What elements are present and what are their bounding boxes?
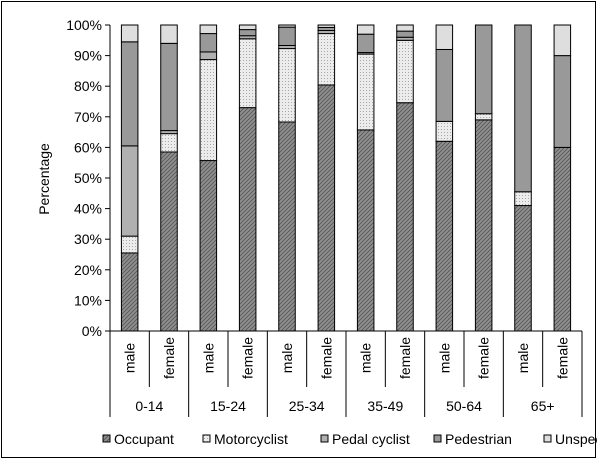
- bar-label: female: [554, 337, 570, 379]
- legend-swatch: [102, 434, 111, 443]
- legend-label: Pedestrian: [445, 431, 512, 447]
- bar-segment-pedestrian: [514, 24, 532, 193]
- bar-segment-motorcyclist: [278, 48, 296, 123]
- y-tick-label: 70%: [74, 109, 102, 125]
- bar-segment-unspecified: [435, 24, 454, 50]
- bar-segment-motorcyclist: [238, 38, 257, 109]
- bar-segment-pedestrian: [160, 42, 178, 132]
- bar-segment-occupant: [396, 102, 414, 332]
- bar-segment-pedestrian: [396, 30, 414, 38]
- bar-segment-pedal-cyclist: [199, 51, 218, 61]
- legend-swatch: [202, 434, 211, 443]
- bar-segment-unspecified: [356, 24, 375, 35]
- legend-swatch: [320, 434, 329, 443]
- group-label: 65+: [531, 398, 555, 414]
- legend-label: Pedal cyclist: [332, 431, 410, 447]
- bar-label: female: [318, 337, 334, 379]
- bar-segment-pedestrian: [120, 41, 139, 147]
- legend-label: Unspecified: [555, 431, 597, 447]
- bar-segment-pedestrian: [474, 24, 493, 115]
- bar-segment-occupant: [120, 252, 139, 332]
- y-tick-label: 30%: [74, 231, 102, 247]
- bar-label: male: [436, 343, 452, 374]
- bar-segment-occupant: [553, 146, 572, 332]
- bar-segment-motorcyclist: [120, 235, 139, 254]
- y-tick-label: 10%: [74, 292, 102, 308]
- y-axis-label: Percentage: [36, 143, 52, 215]
- bar-label: male: [122, 343, 138, 374]
- bar-segment-occupant: [356, 129, 375, 332]
- bar-segment-occupant: [199, 160, 218, 332]
- bar-label: female: [240, 337, 256, 379]
- y-tick-label: 100%: [66, 17, 102, 33]
- group-label: 0-14: [135, 398, 163, 414]
- bar-segment-unspecified: [278, 24, 296, 28]
- bar-segment-motorcyclist: [317, 33, 336, 86]
- y-tick-label: 40%: [74, 201, 102, 217]
- legend-swatch: [433, 434, 442, 443]
- bar-segment-unspecified: [317, 24, 336, 28]
- bar-segment-unspecified: [396, 24, 414, 32]
- bar-segment-unspecified: [553, 24, 572, 57]
- y-tick-label: 50%: [74, 170, 102, 186]
- y-tick-label: 60%: [74, 139, 102, 155]
- bar-label: male: [358, 343, 374, 374]
- group-label: 35-49: [367, 398, 403, 414]
- bar-segment-occupant: [474, 119, 493, 332]
- y-tick-label: 0%: [82, 323, 102, 339]
- y-tick-label: 90%: [74, 48, 102, 64]
- bar-segment-occupant: [317, 84, 336, 332]
- bar-label: female: [476, 337, 492, 379]
- bar-segment-unspecified: [120, 24, 139, 43]
- bar-segment-pedestrian: [199, 33, 218, 53]
- bar-segment-motorcyclist: [435, 120, 454, 142]
- bar-label: female: [161, 337, 177, 379]
- bar-segment-motorcyclist: [514, 191, 532, 207]
- legend-label: Occupant: [114, 431, 174, 447]
- group-label: 15-24: [210, 398, 246, 414]
- bar-segment-pedestrian: [553, 55, 572, 148]
- group-label: 50-64: [446, 398, 482, 414]
- legend-label: Motorcyclist: [214, 431, 288, 447]
- bar-label: male: [279, 343, 295, 374]
- bar-segment-occupant: [278, 121, 296, 332]
- bar-segment-motorcyclist: [356, 53, 375, 131]
- bar-segment-occupant: [160, 151, 178, 332]
- bar-label: male: [200, 343, 216, 374]
- bar-segment-motorcyclist: [199, 59, 218, 162]
- bar-label: female: [397, 337, 413, 379]
- bar-segment-motorcyclist: [396, 39, 414, 104]
- bar-segment-unspecified: [160, 24, 178, 44]
- y-tick-label: 80%: [74, 78, 102, 94]
- bar-segment-occupant: [238, 107, 257, 332]
- bar-segment-pedestrian: [435, 48, 454, 122]
- bar-segment-pedestrian: [278, 26, 296, 47]
- bar-segment-pedestrian: [238, 29, 257, 37]
- y-tick-label: 20%: [74, 262, 102, 278]
- plot-area: 0% 10% 20% 30% 40% 50% 60% 70% 80% 90% 100% male fem…: [66, 17, 583, 417]
- bar-segment-unspecified: [199, 24, 218, 35]
- bar-segment-motorcyclist: [474, 113, 493, 121]
- bar-segment-occupant: [435, 140, 454, 332]
- bar-segment-pedal-cyclist: [120, 145, 139, 237]
- group-label: 25-34: [289, 398, 325, 414]
- bar-segment-unspecified: [238, 24, 257, 31]
- bar-segment-motorcyclist: [160, 133, 178, 153]
- legend: Occupant Motorcyclist Pedal cyclist Pedestr…: [102, 431, 597, 447]
- bar-segment-occupant: [514, 205, 532, 332]
- bar-label: male: [515, 343, 531, 374]
- bar-segment-pedestrian: [356, 33, 375, 54]
- legend-swatch: [543, 434, 552, 443]
